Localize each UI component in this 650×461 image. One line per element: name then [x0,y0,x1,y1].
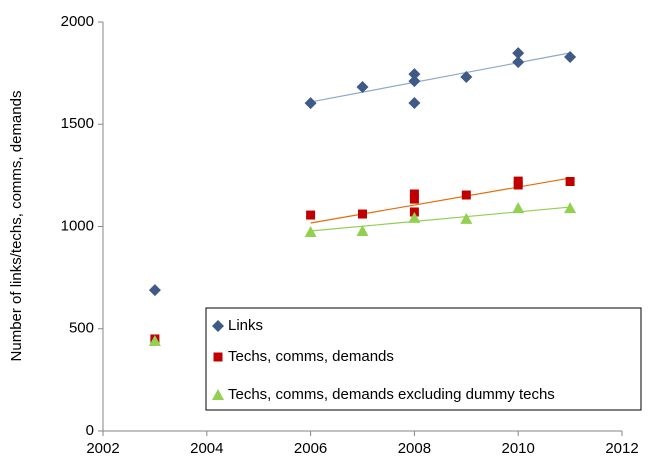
x-tick-label: 2012 [605,440,638,457]
marker-diamond [408,96,421,109]
trendline [310,206,571,232]
marker-diamond [356,81,369,94]
marker-diamond [460,71,473,84]
marker-triangle [148,335,161,347]
marker-square [513,180,523,190]
marker-square [409,189,419,199]
marker-triangle [408,211,421,223]
marker-square [461,190,471,200]
x-tick-label: 2008 [398,440,431,457]
marker-diamond [408,68,421,81]
marker-diamond [212,320,224,332]
marker-triangle [512,202,525,214]
x-tick-label: 2002 [86,440,119,457]
x-tick-label: 2010 [502,440,535,457]
marker-triangle [460,212,473,224]
y-tick-label: 2000 [61,13,94,30]
y-axis-label: Number of links/techs, comms, demands [8,91,25,362]
marker-square [213,352,223,362]
marker-square [565,177,575,187]
y-tick-label: 0 [86,422,94,439]
marker-triangle [356,224,369,236]
marker-square [409,194,419,204]
x-tick-label: 2004 [190,440,223,457]
y-tick-label: 1000 [61,217,94,234]
marker-triangle [304,226,317,238]
y-tick-label: 500 [69,320,94,337]
marker-square [306,210,316,220]
marker-diamond [512,56,525,69]
x-tick-label: 2006 [294,440,327,457]
marker-triangle [212,389,224,400]
trendline [310,177,571,224]
legend-box [205,307,642,411]
y-tick-label: 1500 [61,115,94,132]
trendline [310,52,571,103]
legend-label: Techs, comms, demands excluding dummy te… [228,386,555,403]
marker-triangle [564,202,577,214]
legend-label: Links [228,317,263,334]
marker-diamond [304,97,317,110]
marker-diamond [564,50,577,63]
marker-diamond [408,75,421,88]
legend-label: Techs, comms, demands [228,348,394,365]
marker-diamond [512,47,525,60]
marker-square [358,209,367,219]
marker-diamond [148,284,161,297]
